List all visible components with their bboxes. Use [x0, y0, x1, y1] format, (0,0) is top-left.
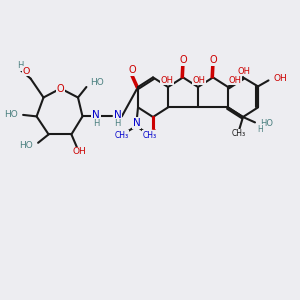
Text: HO: HO: [260, 119, 273, 128]
Text: OH: OH: [229, 76, 242, 85]
Text: HO: HO: [19, 141, 33, 150]
Text: N: N: [133, 118, 140, 128]
Text: H: H: [257, 124, 263, 134]
Text: N: N: [92, 110, 100, 120]
Text: CH₃: CH₃: [232, 129, 246, 138]
Text: H: H: [17, 61, 24, 70]
Text: OH: OH: [161, 76, 174, 85]
Text: OH: OH: [274, 74, 287, 83]
Text: HO: HO: [4, 110, 18, 119]
Text: OH: OH: [192, 76, 205, 85]
Text: O: O: [23, 67, 30, 76]
Text: O: O: [57, 83, 64, 94]
Text: HO: HO: [91, 78, 104, 87]
Text: O: O: [128, 65, 136, 75]
Text: OH: OH: [237, 67, 250, 76]
Text: O: O: [210, 55, 218, 65]
Text: CH₃: CH₃: [143, 130, 157, 140]
Text: OH: OH: [72, 147, 86, 156]
Text: O: O: [149, 129, 157, 140]
Text: CH₃: CH₃: [114, 130, 129, 140]
Text: H: H: [93, 118, 99, 127]
Text: O: O: [180, 55, 188, 65]
Text: N: N: [114, 110, 122, 120]
Text: H: H: [114, 118, 121, 127]
